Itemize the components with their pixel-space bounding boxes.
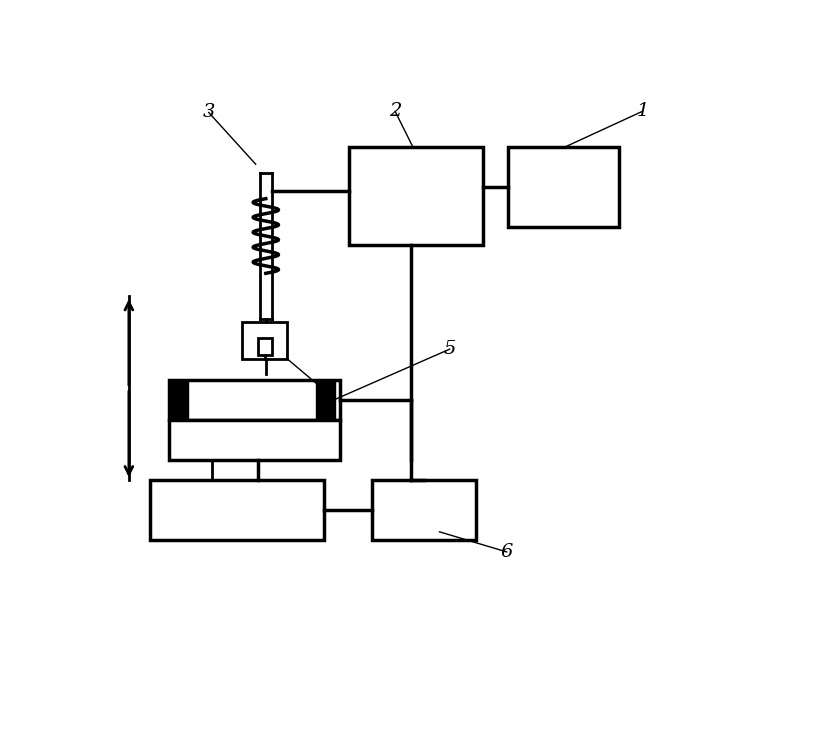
Text: 4: 4 <box>319 382 331 400</box>
Text: 1: 1 <box>636 102 649 120</box>
Text: 2: 2 <box>389 102 402 120</box>
FancyBboxPatch shape <box>242 322 287 360</box>
FancyBboxPatch shape <box>316 381 335 418</box>
Text: 5: 5 <box>443 340 456 358</box>
Text: 6: 6 <box>501 543 513 561</box>
FancyBboxPatch shape <box>371 480 476 540</box>
FancyBboxPatch shape <box>169 420 340 460</box>
FancyBboxPatch shape <box>169 381 188 418</box>
FancyBboxPatch shape <box>508 147 619 228</box>
Text: 3: 3 <box>203 104 215 122</box>
FancyBboxPatch shape <box>349 147 483 245</box>
FancyBboxPatch shape <box>150 480 324 540</box>
FancyBboxPatch shape <box>169 380 340 420</box>
FancyBboxPatch shape <box>258 338 272 355</box>
